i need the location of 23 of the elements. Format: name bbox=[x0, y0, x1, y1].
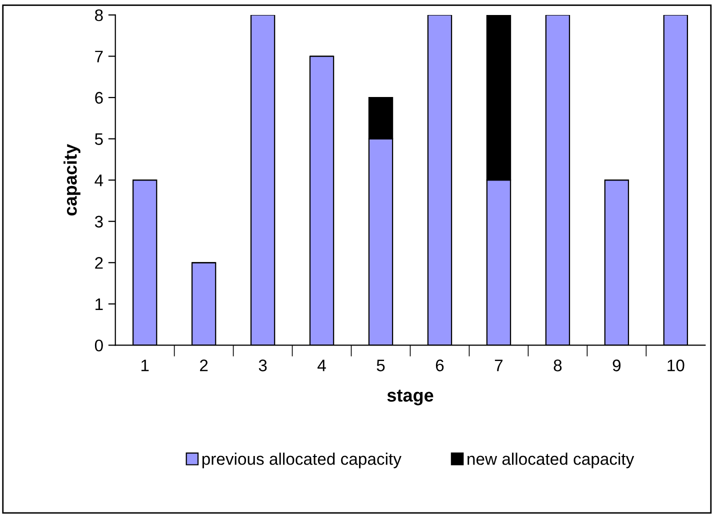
x-tick-label: 10 bbox=[668, 360, 684, 372]
legend-label: new allocated capacity bbox=[468, 452, 634, 468]
y-tick-label: 8 bbox=[95, 9, 103, 22]
x-tick-label: 5 bbox=[376, 360, 385, 372]
legend-label: previous allocated capacity bbox=[202, 452, 402, 468]
x-tick-label: 2 bbox=[200, 360, 208, 372]
x-tick-label: 1 bbox=[141, 360, 149, 372]
y-tick-label: 6 bbox=[95, 92, 103, 104]
x-tick-label: 7 bbox=[494, 360, 503, 372]
y-tick-label: 0 bbox=[94, 340, 103, 352]
x-tick-label: 6 bbox=[436, 360, 444, 372]
x-axis-title: stage bbox=[387, 390, 434, 406]
y-tick-label: 4 bbox=[94, 174, 104, 186]
x-tick-label: 3 bbox=[258, 360, 267, 372]
y-tick-label: 1 bbox=[96, 298, 103, 310]
x-tick-label: 8 bbox=[554, 360, 562, 372]
y-tick-label: 2 bbox=[95, 257, 103, 269]
x-tick-label: 4 bbox=[318, 360, 326, 372]
y-axis-title: capacity bbox=[64, 144, 80, 216]
y-tick-label: 5 bbox=[94, 133, 103, 146]
y-tick-label: 3 bbox=[94, 216, 103, 228]
y-tick-label: 7 bbox=[95, 50, 103, 62]
x-tick-label: 9 bbox=[612, 360, 621, 372]
